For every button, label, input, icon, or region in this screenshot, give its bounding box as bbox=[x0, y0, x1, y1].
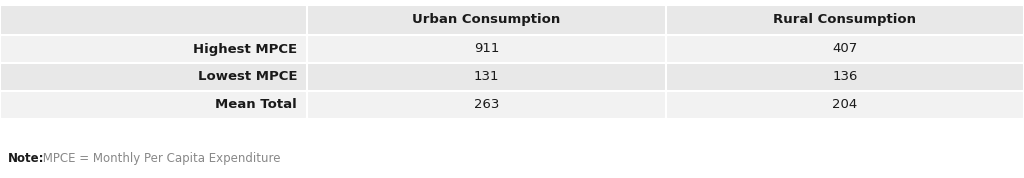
Text: MPCE = Monthly Per Capita Expenditure: MPCE = Monthly Per Capita Expenditure bbox=[39, 152, 281, 165]
Text: Lowest MPCE: Lowest MPCE bbox=[198, 70, 297, 83]
Text: Urban Consumption: Urban Consumption bbox=[413, 14, 560, 27]
Bar bbox=[666, 35, 1024, 63]
Bar bbox=[666, 5, 1024, 35]
Bar bbox=[0, 63, 307, 91]
Text: 407: 407 bbox=[833, 43, 857, 56]
Text: Note:: Note: bbox=[8, 152, 44, 165]
Bar bbox=[0, 35, 307, 63]
Bar bbox=[307, 35, 666, 63]
Bar bbox=[0, 5, 307, 35]
Text: Rural Consumption: Rural Consumption bbox=[773, 14, 916, 27]
Text: 131: 131 bbox=[474, 70, 499, 83]
Text: 136: 136 bbox=[833, 70, 857, 83]
Bar bbox=[307, 63, 666, 91]
Bar bbox=[0, 91, 307, 119]
Bar bbox=[666, 63, 1024, 91]
Text: 911: 911 bbox=[474, 43, 499, 56]
Text: 263: 263 bbox=[474, 98, 499, 111]
Bar bbox=[666, 91, 1024, 119]
Text: 204: 204 bbox=[833, 98, 857, 111]
Text: Mean Total: Mean Total bbox=[215, 98, 297, 111]
Bar bbox=[307, 91, 666, 119]
Text: Highest MPCE: Highest MPCE bbox=[194, 43, 297, 56]
Bar bbox=[307, 5, 666, 35]
